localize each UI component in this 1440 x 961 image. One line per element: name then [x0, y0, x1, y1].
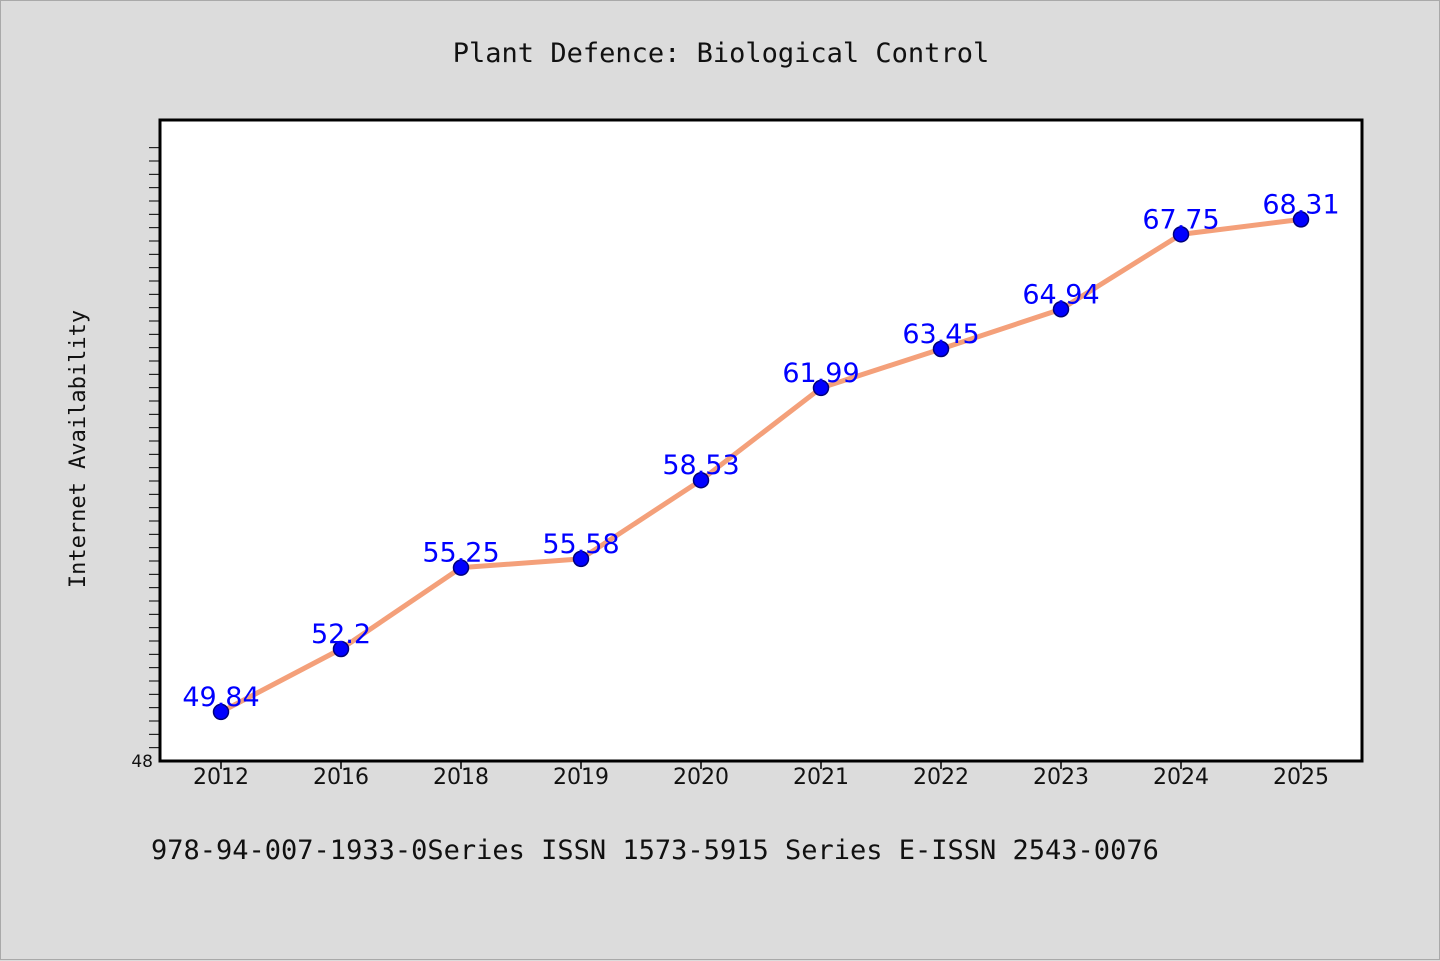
- x-axis-ticks: [220, 761, 1302, 769]
- y-axis-ticks: [149, 147, 161, 749]
- data-label: 49.84: [182, 682, 259, 713]
- x-tick-label: 2012: [193, 765, 249, 790]
- x-tick-label: 2021: [793, 765, 849, 790]
- x-axis-tick-labels: 2012 2016 2018 2019 2020 2021 2022 2023 2024 2025: [193, 765, 1329, 790]
- data-point-markers: [212, 211, 1310, 721]
- data-label: 52.2: [311, 619, 371, 650]
- data-point: [572, 550, 590, 568]
- data-point: [692, 471, 710, 489]
- x-tick-label: 2016: [313, 765, 369, 790]
- data-label: 55.58: [542, 529, 619, 560]
- x-tick-label: 2022: [913, 765, 969, 790]
- data-labels: 49.84 52.2 55.25 55.58 58.53 61.99 63.45 64.94 6…: [182, 189, 1339, 713]
- data-point: [1292, 211, 1310, 228]
- x-tick-label: 2018: [433, 765, 489, 790]
- y-tick-label: 48: [131, 752, 153, 772]
- y-axis-tick-labels: 48: [131, 752, 153, 772]
- x-tick-label: 2019: [553, 765, 609, 790]
- data-label: 68.31: [1262, 189, 1339, 220]
- chart-title: Plant Defence: Biological Control: [453, 38, 989, 69]
- data-point: [932, 340, 950, 358]
- x-tick-label: 2025: [1273, 765, 1329, 790]
- data-label: 67.75: [1142, 204, 1219, 235]
- y-axis-label: Internet Availability: [66, 310, 91, 588]
- data-point: [1172, 226, 1190, 243]
- data-label: 63.45: [902, 319, 979, 350]
- x-tick-label: 2023: [1033, 765, 1089, 790]
- data-point: [332, 640, 350, 658]
- data-point: [812, 379, 830, 397]
- x-tick-label: 2024: [1153, 765, 1209, 790]
- data-point: [212, 703, 230, 721]
- data-label: 58.53: [662, 450, 739, 481]
- data-point: [1052, 301, 1070, 318]
- series-line: [218, 216, 1304, 715]
- series-line-group: [218, 216, 1304, 715]
- data-label: 55.25: [422, 538, 499, 569]
- x-tick-label: 2020: [673, 765, 729, 790]
- footer-isbn-issn: 978-94-007-1933-0Series ISSN 1573-5915 S…: [151, 835, 1159, 866]
- plot-area: [158, 118, 1364, 763]
- data-label: 64.94: [1022, 279, 1099, 310]
- data-label: 61.99: [782, 358, 859, 389]
- data-point: [452, 559, 470, 576]
